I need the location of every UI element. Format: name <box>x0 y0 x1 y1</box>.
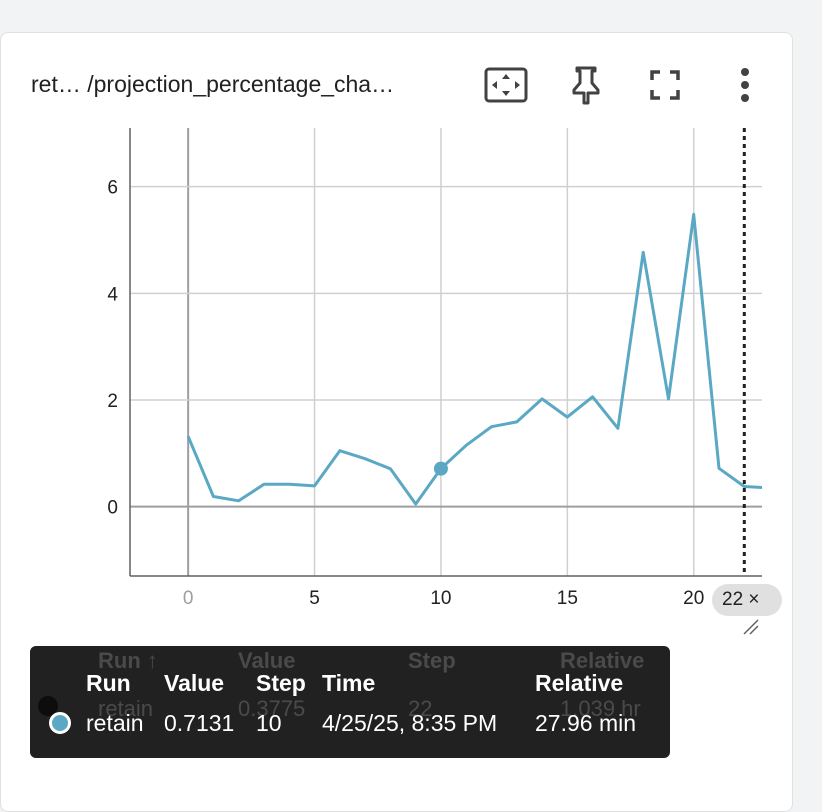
tooltip-row-value: 0.7131 <box>164 710 235 736</box>
hover-point <box>433 461 448 476</box>
tooltip-header-step: Step <box>256 670 306 696</box>
ghost-header-value: Value <box>238 648 296 673</box>
x-tick-label: 5 <box>309 588 320 609</box>
y-tick-label: 2 <box>107 391 118 412</box>
tooltip-header-run: Run <box>86 670 131 696</box>
fullscreen-button[interactable] <box>641 61 689 109</box>
pin-button[interactable] <box>562 61 610 109</box>
grid-lines <box>130 128 762 576</box>
fullscreen-icon <box>650 70 680 100</box>
tooltip-header-relative: Relative <box>535 670 624 696</box>
pin-icon <box>572 66 600 105</box>
line-chart[interactable]: 0 5 10 15 20 0 2 4 6 <box>0 0 822 640</box>
tooltip-row-step: 10 <box>256 710 282 736</box>
tooltip-row-run: retain <box>86 710 144 736</box>
ghost-row-relative: 1.039 hr <box>560 696 641 721</box>
fit-domain-button[interactable] <box>482 61 530 109</box>
x-tick-label: 0 <box>183 588 194 609</box>
tick-labels: 0 5 10 15 20 0 2 4 6 <box>107 178 704 609</box>
chart-axes <box>129 128 762 577</box>
ghost-header-step: Step <box>408 648 456 673</box>
ghost-header-relative: Relative <box>560 648 645 673</box>
y-tick-label: 4 <box>107 284 118 305</box>
more-vert-icon <box>741 68 749 102</box>
cursor-step-label: 22 × <box>722 589 760 610</box>
ghost-header-run: Run ↑ <box>98 648 158 673</box>
ghost-row-run: retain <box>98 696 154 721</box>
fit-domain-icon <box>484 67 528 103</box>
x-tick-label: 10 <box>430 588 451 609</box>
series-line <box>186 212 762 506</box>
card-header: ret… /projection_percentage_cha… <box>31 33 792 133</box>
ghost-row-step: 22 <box>408 696 433 721</box>
x-tick-label: 15 <box>557 588 578 609</box>
cursor-step-chip[interactable]: 22 × <box>712 584 782 616</box>
tooltip-row-relative: 27.96 min <box>535 710 637 736</box>
more-options-button[interactable] <box>721 61 769 109</box>
ghost-run-dot <box>38 696 58 716</box>
tooltip-header-time: Time <box>322 670 376 696</box>
resize-handle-icon[interactable] <box>742 618 760 636</box>
run-color-dot <box>49 712 71 734</box>
y-tick-label: 0 <box>107 498 118 519</box>
ghost-row-value: 0.3775 <box>238 696 306 721</box>
y-tick-label: 6 <box>107 178 118 199</box>
series-layer <box>186 128 762 576</box>
x-tick-label: 20 <box>683 588 704 609</box>
tooltip-row-time: 4/25/25, 8:35 PM <box>322 710 498 736</box>
hover-tooltip: Run ↑ Value Step Relative retain 0.3775 … <box>30 646 670 758</box>
tooltip-header-value: Value <box>164 670 225 696</box>
